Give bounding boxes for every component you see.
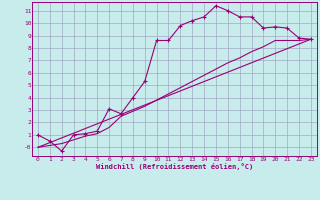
X-axis label: Windchill (Refroidissement éolien,°C): Windchill (Refroidissement éolien,°C) [96,163,253,170]
